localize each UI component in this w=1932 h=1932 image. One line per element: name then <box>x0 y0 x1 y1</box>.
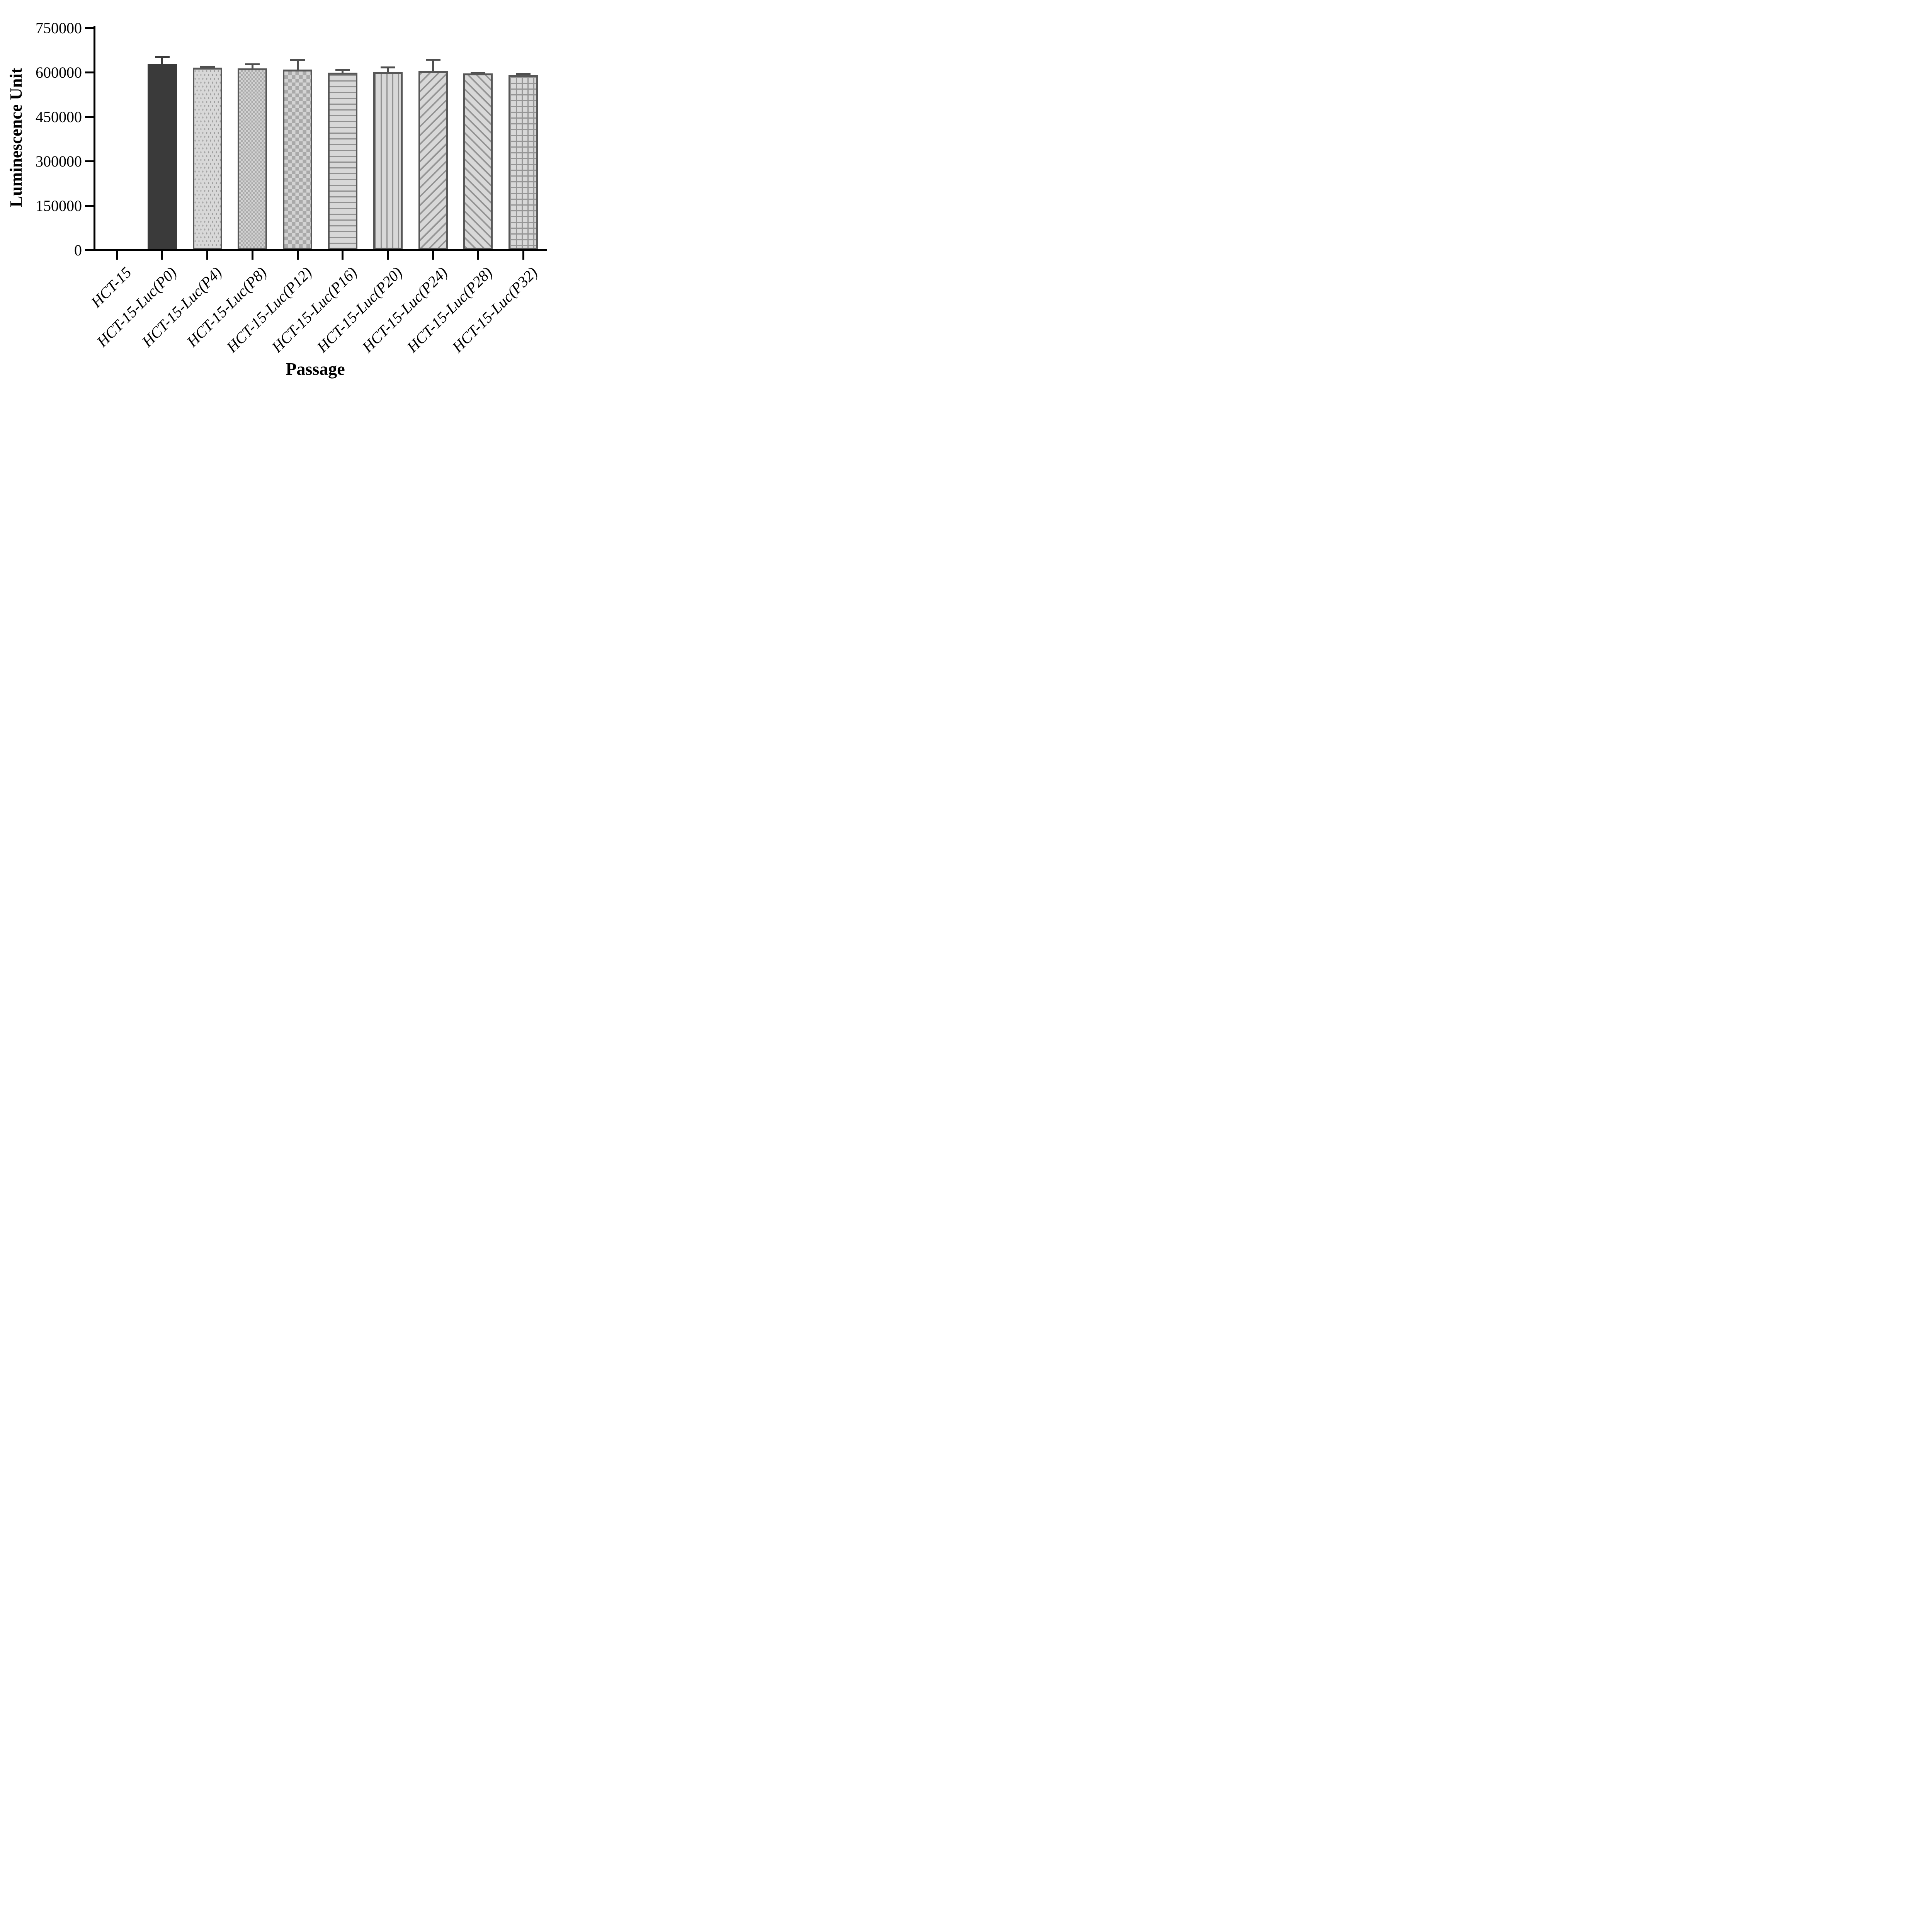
bar-chart-figure: Luminescence Unit Passage 0 150000 300000 4… <box>0 0 560 389</box>
error-bar-stem <box>387 66 389 72</box>
x-tick <box>342 251 344 260</box>
y-tick-label: 600000 <box>36 63 82 81</box>
bar-hct-15-luc-p24- <box>418 71 448 249</box>
error-bar-stem <box>432 59 434 71</box>
error-bar-cap <box>200 66 215 68</box>
y-axis-line <box>94 26 95 251</box>
error-bar-cap <box>290 59 305 61</box>
error-bar-cap <box>425 59 440 61</box>
y-tick <box>85 71 94 73</box>
bar-hct-15-luc-p20- <box>373 71 403 249</box>
error-bar-stem <box>296 59 299 70</box>
x-tick <box>477 251 479 260</box>
error-bar-cap <box>471 72 486 74</box>
bar-hct-15-luc-p8- <box>238 68 267 249</box>
y-tick <box>85 27 94 29</box>
error-bar-cap <box>516 73 531 75</box>
y-tick-label: 450000 <box>36 108 82 126</box>
y-tick <box>85 116 94 118</box>
x-tick <box>522 251 524 260</box>
bar-hct-15-luc-p16- <box>328 73 357 249</box>
x-tick <box>161 251 163 260</box>
y-tick-label: 750000 <box>36 19 82 37</box>
bar-hct-15-luc-p4- <box>192 68 222 249</box>
x-tick <box>387 251 389 260</box>
x-tick <box>116 251 118 260</box>
error-bar-cap <box>245 63 260 66</box>
error-bar-stem <box>251 63 253 69</box>
x-tick <box>432 251 434 260</box>
y-axis-title: Luminescence Unit <box>7 68 26 207</box>
error-bar-stem <box>161 56 163 64</box>
y-tick-label: 0 <box>74 241 82 259</box>
x-tick <box>206 251 208 260</box>
y-tick <box>85 205 94 207</box>
error-bar-cap <box>380 66 395 68</box>
y-tick-label: 300000 <box>36 152 82 170</box>
error-bar-cap <box>335 69 350 71</box>
bar-hct-15-luc-p0- <box>147 64 177 249</box>
x-axis-title: Passage <box>286 359 345 379</box>
bar-hct-15-luc-p28- <box>463 73 493 249</box>
bar-hct-15-luc-p12- <box>283 69 313 249</box>
x-tick <box>296 251 299 260</box>
bar-hct-15-luc-p32- <box>509 75 538 249</box>
x-axis-line <box>94 249 547 251</box>
y-tick <box>85 160 94 162</box>
y-tick-label: 150000 <box>36 197 82 214</box>
y-tick <box>85 249 94 251</box>
x-tick <box>251 251 253 260</box>
error-bar-cap <box>155 56 170 58</box>
